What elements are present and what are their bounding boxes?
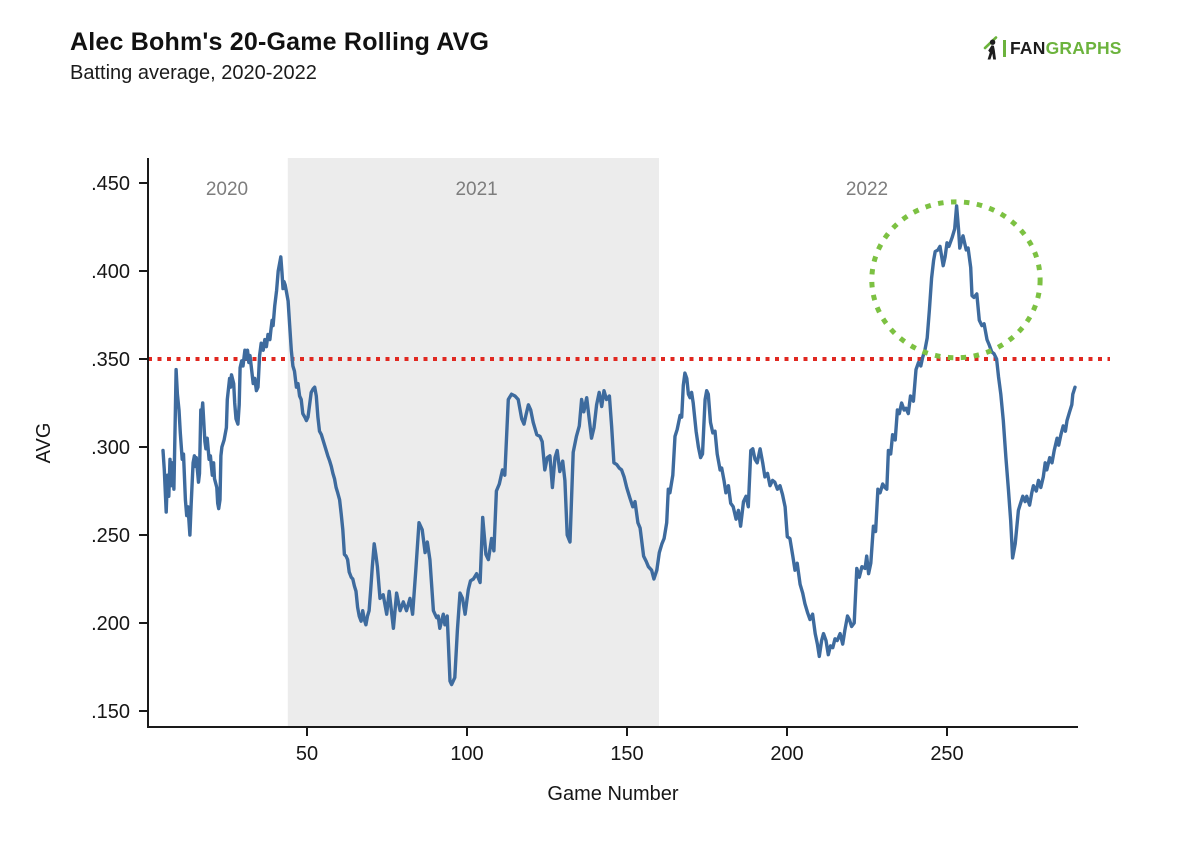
x-tick-label: 50 [296, 743, 318, 765]
x-tick-label: 250 [930, 743, 963, 765]
axes [147, 158, 1078, 728]
fangraphs-logo: FANGRAPHS [980, 36, 1122, 60]
logo-fan-text: FAN [1010, 37, 1046, 58]
highlight-circle [869, 199, 1043, 361]
series-line [161, 204, 1077, 687]
year-label-2022: 2022 [846, 179, 888, 200]
y-tick-label: .400 [91, 261, 130, 283]
year-label-2020: 2020 [206, 179, 248, 200]
y-axis-title: AVG [33, 423, 55, 464]
y-tick-label: .450 [91, 173, 130, 195]
x-tick-label: 100 [450, 743, 483, 765]
x-tick-label: 150 [610, 743, 643, 765]
y-tick-label: .250 [91, 525, 130, 547]
logo-divider [1003, 39, 1006, 57]
y-tick-label: .350 [91, 349, 130, 371]
x-tick-label: 200 [770, 743, 803, 765]
season-band-2021 [287, 158, 659, 727]
y-tick-label: .200 [91, 613, 130, 635]
chart-subtitle: Batting average, 2020-2022 [70, 62, 317, 84]
logo-graphs-text: GRAPHS [1045, 37, 1122, 58]
chart-title: Alec Bohm's 20-Game Rolling AVG [70, 28, 490, 56]
year-label-2021: 2021 [455, 179, 497, 200]
y-tick-label: .300 [91, 437, 130, 459]
logo-wordmark: FANGRAPHS [1010, 38, 1122, 59]
y-tick-label: .150 [91, 701, 130, 723]
x-axis-title: Game Number [547, 783, 678, 805]
batter-icon [983, 36, 998, 60]
